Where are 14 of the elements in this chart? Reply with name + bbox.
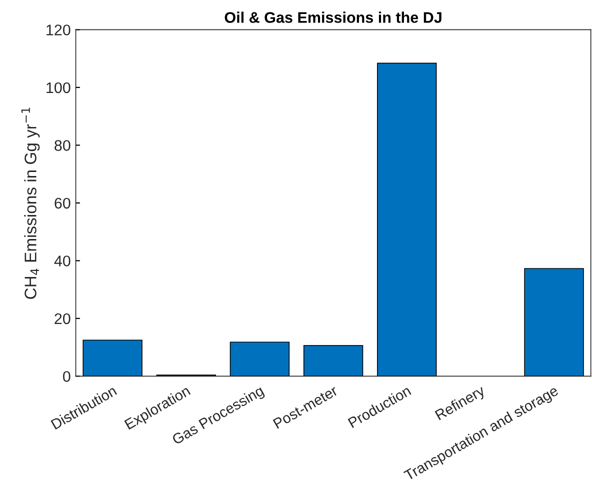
y-axis-title: CH$_{4}$ Emissions in Gg yr$^{−1}$ <box>21 108 40 299</box>
y-tick-label: 40 <box>54 256 70 266</box>
y-tick-label: 100 <box>46 82 70 94</box>
bar <box>82 340 142 376</box>
bar <box>303 345 364 376</box>
bar <box>524 268 584 376</box>
bar <box>230 342 290 376</box>
y-tick-label: 0 <box>63 371 70 382</box>
y-tick-label: 120 <box>46 24 70 36</box>
bar <box>377 62 437 376</box>
chart-title: Oil & Gas Emissions in the DJ <box>224 12 442 23</box>
y-tick-label: 60 <box>54 198 70 209</box>
y-tick-label: 20 <box>54 313 70 324</box>
y-tick-label: 80 <box>54 140 70 151</box>
